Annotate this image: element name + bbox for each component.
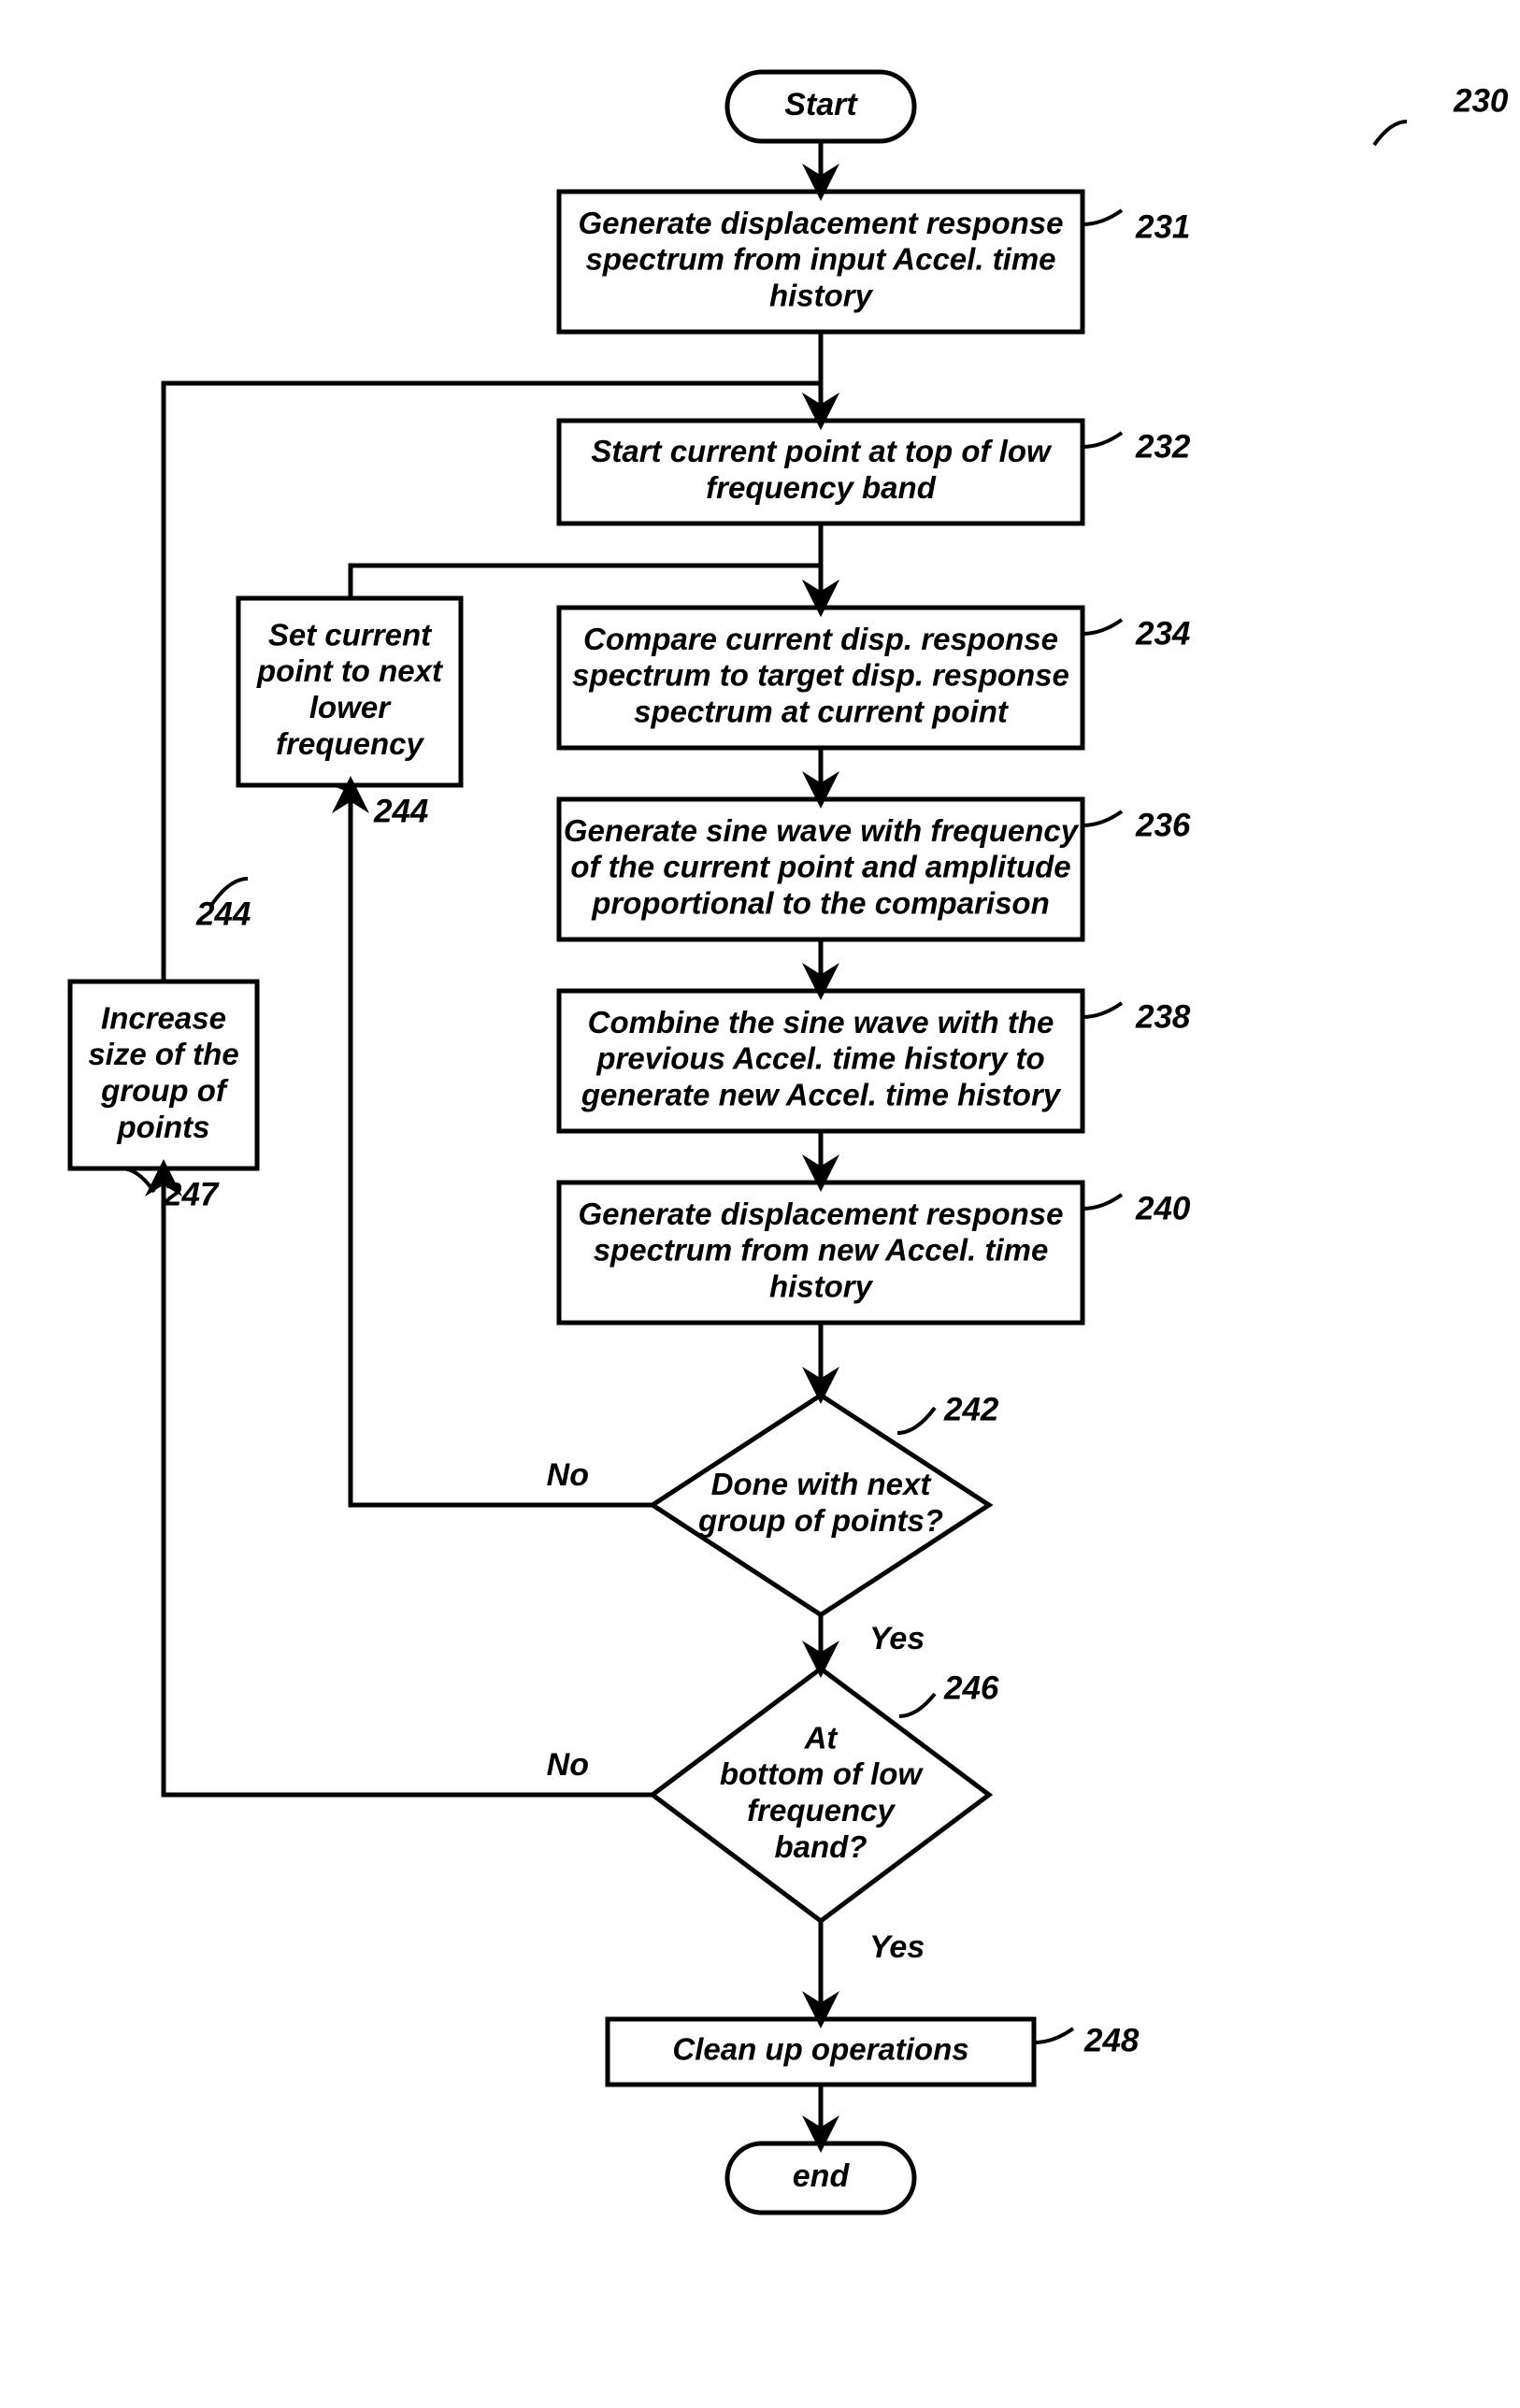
svg-text:spectrum to target disp. respo: spectrum to target disp. response bbox=[572, 658, 1069, 693]
n238-leader bbox=[1083, 1003, 1122, 1017]
svg-text:point to next: point to next bbox=[256, 653, 444, 688]
svg-text:band?: band? bbox=[775, 1829, 868, 1864]
svg-text:Start current point at top of: Start current point at top of low bbox=[591, 434, 1053, 468]
svg-text:points: points bbox=[117, 1110, 210, 1144]
svg-text:frequency: frequency bbox=[747, 1793, 896, 1828]
svg-text:previous Accel. time history t: previous Accel. time history to bbox=[595, 1041, 1044, 1076]
svg-text:frequency: frequency bbox=[276, 726, 424, 761]
svg-text:group of points?: group of points? bbox=[697, 1503, 943, 1538]
leader-230 bbox=[1374, 122, 1407, 145]
label-244-left: 244 bbox=[195, 896, 251, 932]
n231-label: 231 bbox=[1135, 208, 1190, 245]
svg-text:group of: group of bbox=[100, 1073, 229, 1108]
n244box-label: 244 bbox=[373, 793, 428, 829]
n231-leader bbox=[1083, 210, 1122, 224]
n236-leader bbox=[1083, 811, 1122, 825]
svg-text:end: end bbox=[793, 2158, 851, 2194]
svg-text:Generate sine wave with freque: Generate sine wave with frequency bbox=[564, 813, 1080, 848]
svg-text:spectrum at current point: spectrum at current point bbox=[634, 695, 1010, 729]
svg-text:Combine the sine wave with the: Combine the sine wave with the bbox=[588, 1005, 1054, 1039]
n234-leader bbox=[1083, 620, 1122, 634]
svg-text:Start: Start bbox=[784, 87, 858, 122]
d242-leader bbox=[897, 1408, 935, 1433]
n247-leader bbox=[122, 1168, 154, 1192]
svg-text:Generate displacement response: Generate displacement response bbox=[578, 206, 1063, 240]
nodes-layer: StartGenerate displacement responsespect… bbox=[70, 72, 1083, 2213]
n240-leader bbox=[1083, 1195, 1122, 1209]
d246-leader bbox=[899, 1694, 935, 1716]
svg-text:spectrum from input Accel. tim: spectrum from input Accel. time bbox=[585, 242, 1055, 277]
n248-label: 248 bbox=[1083, 2022, 1140, 2058]
svg-text:proportional to the comparison: proportional to the comparison bbox=[591, 886, 1050, 921]
svg-text:Clean up operations: Clean up operations bbox=[672, 2032, 968, 2067]
edge-label-d242-d246: Yes bbox=[869, 1621, 925, 1656]
svg-text:bottom of low: bottom of low bbox=[720, 1756, 925, 1791]
svg-text:Generate displacement response: Generate displacement response bbox=[578, 1197, 1063, 1231]
edge-label-d242-n244box: No bbox=[547, 1457, 589, 1493]
svg-text:Compare current disp. response: Compare current disp. response bbox=[583, 622, 1058, 656]
n247-label: 247 bbox=[163, 1176, 220, 1212]
n232-leader bbox=[1083, 433, 1122, 447]
svg-text:At: At bbox=[804, 1720, 839, 1755]
d242-label: 242 bbox=[943, 1391, 999, 1427]
n232-label: 232 bbox=[1135, 428, 1191, 465]
n236-label: 236 bbox=[1135, 807, 1191, 843]
svg-text:generate new Accel. time histo: generate new Accel. time history bbox=[581, 1078, 1062, 1112]
svg-text:Increase: Increase bbox=[101, 1000, 226, 1035]
svg-text:lower: lower bbox=[309, 690, 392, 724]
edge-label-d246-n247: No bbox=[547, 1747, 589, 1783]
n240-label: 240 bbox=[1135, 1190, 1191, 1226]
diagram-ref-230: 230 bbox=[1453, 82, 1509, 119]
svg-text:of the current point and ampli: of the current point and amplitude bbox=[570, 850, 1070, 884]
svg-text:Set current: Set current bbox=[268, 617, 433, 652]
svg-text:frequency band: frequency band bbox=[706, 470, 937, 505]
n238-label: 238 bbox=[1135, 998, 1191, 1035]
svg-text:history: history bbox=[769, 279, 874, 313]
svg-text:size of the: size of the bbox=[88, 1037, 238, 1071]
svg-text:Done with next: Done with next bbox=[711, 1467, 933, 1501]
svg-text:history: history bbox=[769, 1269, 874, 1304]
n248-leader bbox=[1034, 2028, 1073, 2042]
n234-label: 234 bbox=[1135, 615, 1190, 652]
edge-label-d246-n248: Yes bbox=[869, 1929, 925, 1965]
svg-text:spectrum from new Accel. time: spectrum from new Accel. time bbox=[594, 1233, 1049, 1268]
d246-label: 246 bbox=[943, 1670, 999, 1706]
